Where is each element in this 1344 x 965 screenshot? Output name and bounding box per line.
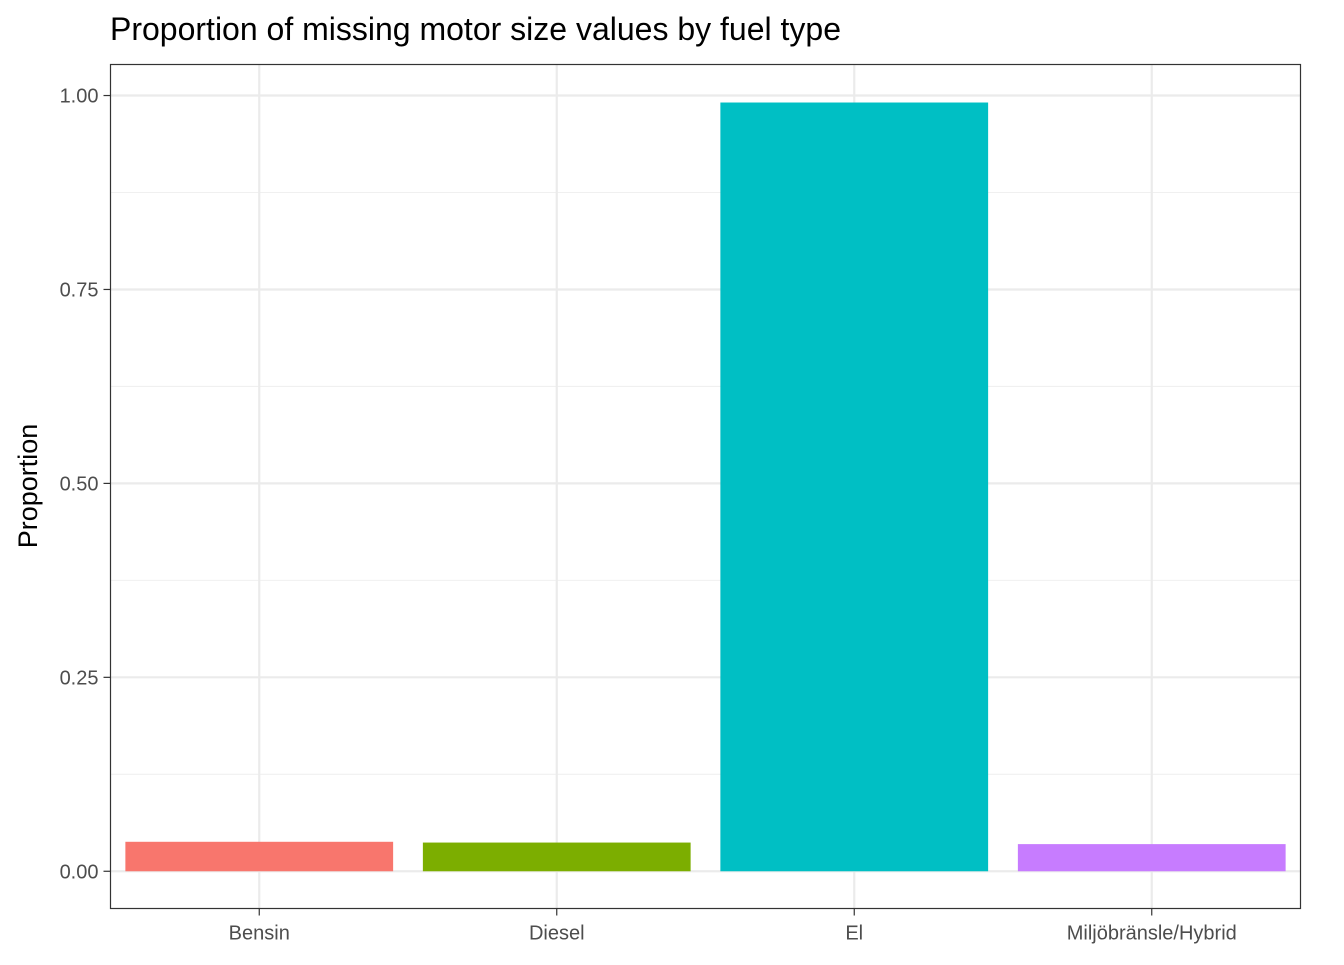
chart-title: Proportion of missing motor size values …	[110, 11, 841, 47]
bar-bensin	[125, 841, 394, 872]
major-gridlines	[110, 64, 1301, 909]
minor-gridlines	[110, 191, 1301, 775]
y-axis-label: Proportion	[13, 424, 43, 549]
bars	[125, 102, 1286, 872]
bar-diesel	[422, 842, 691, 872]
y-axis-ticks: 0.00 0.25 0.50 0.75 1.00	[60, 86, 111, 883]
plot-border	[109, 63, 1302, 910]
y-tick-label: 0.00	[60, 861, 99, 883]
y-tick-label: 0.50	[60, 473, 99, 495]
y-tick-label: 1.00	[60, 86, 99, 108]
x-tick-label: Miljöbränsle/Hybrid	[1067, 923, 1237, 945]
y-tick-label: 0.75	[60, 279, 99, 301]
bar-milj-br-nsle-hybrid	[1017, 844, 1286, 872]
x-tick-label: Bensin	[229, 923, 290, 945]
x-tick-label: Diesel	[529, 923, 585, 945]
bar-el	[720, 102, 989, 872]
y-tick-label: 0.25	[60, 667, 99, 689]
x-axis-ticks: Bensin Diesel El Miljöbränsle/Hybrid	[229, 908, 1237, 945]
x-tick-label: El	[845, 923, 863, 945]
